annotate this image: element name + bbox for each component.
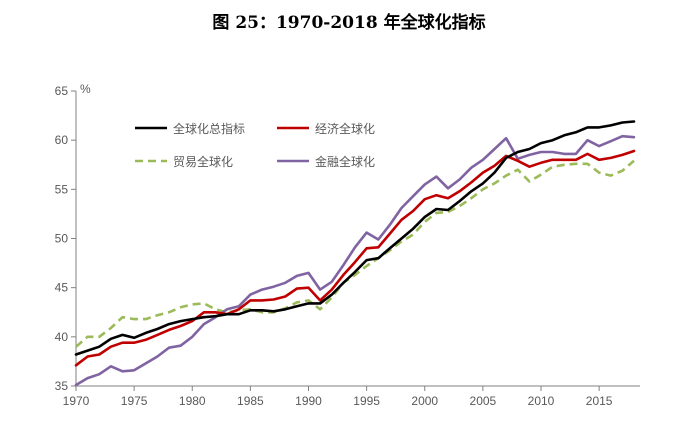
x-tick-label: 1995 — [353, 394, 380, 408]
x-tick-label: 2005 — [470, 394, 497, 408]
x-tick-label: 1990 — [295, 394, 322, 408]
y-tick-label: 50 — [55, 232, 69, 246]
y-tick-label: 65 — [55, 84, 69, 98]
x-tick-label: 2015 — [586, 394, 613, 408]
series-line-2 — [74, 149, 636, 367]
legend-label-3: 贸易全球化 — [173, 154, 233, 169]
y-axis-unit-label: % — [80, 82, 91, 96]
x-tick-label: 2000 — [411, 394, 438, 408]
x-tick-label: 1980 — [179, 394, 206, 408]
y-tick-label: 35 — [55, 379, 69, 393]
y-tick-label: 45 — [55, 281, 69, 295]
legend-label-2: 经济全球化 — [315, 121, 375, 136]
x-tick-label: 1975 — [121, 394, 148, 408]
series-line-3 — [75, 159, 635, 348]
y-tick-label: 55 — [55, 182, 69, 196]
series-line-1 — [74, 120, 636, 356]
y-tick-label: 40 — [55, 330, 69, 344]
x-tick-label: 1970 — [63, 394, 90, 408]
legend-label-4: 金融全球化 — [315, 154, 375, 169]
x-tick-label: 2010 — [528, 394, 555, 408]
legend-label-1: 全球化总指标 — [173, 121, 245, 136]
chart-title: 图 25：1970-2018 年全球化指标 — [212, 13, 486, 33]
x-tick-label: 1985 — [237, 394, 264, 408]
series-line-4 — [74, 134, 636, 387]
y-tick-label: 60 — [55, 133, 69, 147]
